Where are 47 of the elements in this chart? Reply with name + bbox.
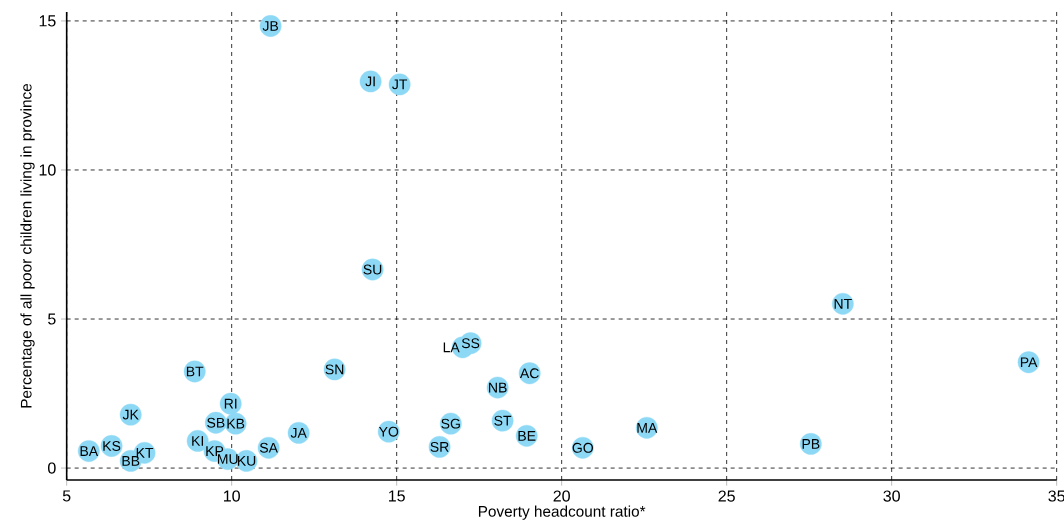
- data-label: KT: [136, 448, 154, 458]
- data-label: KI: [192, 436, 203, 446]
- data-label: JT: [392, 79, 408, 90]
- data-label: MA: [637, 423, 658, 433]
- data-label: MU: [217, 454, 238, 465]
- x-tick-label: 5: [62, 490, 71, 502]
- data-label: NT: [834, 299, 852, 309]
- x-tick-label: 10: [223, 490, 240, 502]
- y-axis-title: Percentage of all poor children living in province: [20, 83, 35, 408]
- data-label: KP: [206, 446, 224, 456]
- data-label: RI: [224, 398, 237, 409]
- data-label: JK: [122, 409, 139, 420]
- data-label: KU: [237, 456, 256, 466]
- x-tick-label: 20: [553, 490, 570, 502]
- data-label: PA: [1020, 357, 1038, 368]
- data-label: SG: [441, 418, 460, 429]
- x-tick-label: 25: [718, 490, 735, 502]
- data-label: BB: [122, 456, 140, 466]
- data-label: LA: [443, 342, 460, 353]
- data-label: BA: [80, 446, 99, 456]
- data-label: ST: [494, 415, 512, 426]
- data-label: PB: [802, 439, 820, 449]
- y-tick-label: 15: [39, 15, 56, 27]
- data-label: JA: [290, 428, 307, 438]
- x-tick-label: 30: [883, 490, 900, 502]
- data-label: NB: [489, 382, 507, 393]
- x-axis-title: Poverty headcount ratio*: [478, 505, 646, 520]
- data-label: JB: [262, 21, 279, 31]
- data-label: BE: [518, 431, 536, 441]
- data-label: KB: [227, 418, 245, 429]
- data-label: BT: [186, 366, 204, 377]
- x-tick-label: 15: [388, 490, 405, 502]
- data-label: SS: [461, 338, 480, 349]
- data-label: GO: [572, 442, 593, 453]
- data-label: YO: [378, 426, 399, 437]
- x-tick-label: 35: [1048, 490, 1064, 502]
- data-label: SN: [325, 364, 344, 375]
- y-tick-label: 10: [39, 164, 56, 176]
- y-tick-label: 5: [48, 313, 56, 325]
- data-label: AC: [519, 368, 539, 379]
- data-label: SU: [363, 264, 382, 275]
- data-label: SB: [207, 417, 225, 428]
- data-label: KS: [103, 441, 121, 451]
- data-label: JI: [365, 76, 375, 87]
- data-label: SA: [259, 442, 278, 453]
- y-tick-label: 0: [48, 462, 56, 474]
- data-label: SR: [430, 441, 449, 452]
